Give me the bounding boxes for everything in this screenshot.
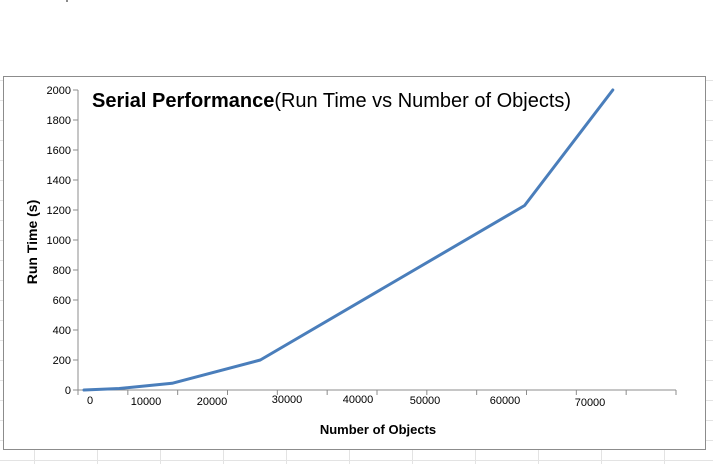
y-tick-label: 1800	[47, 115, 71, 127]
y-axis: 0 200 400 600 800 1000 1200 1400 1600 1800 2000	[47, 85, 79, 397]
y-axis-title: Run Time (s)	[24, 200, 40, 285]
y-tick-label: 1600	[47, 145, 71, 157]
x-tick-label: 60000	[490, 395, 521, 407]
x-tick-label: 70000	[575, 397, 606, 409]
x-tick-label: 10000	[131, 396, 162, 408]
x-tick-label: 30000	[272, 394, 303, 406]
y-tick-label: 1400	[47, 175, 71, 187]
y-tick-label: 600	[53, 295, 71, 307]
x-tick-label: 20000	[197, 396, 228, 408]
x-tick-label: 0	[87, 395, 93, 407]
y-tick-label: 1000	[47, 235, 71, 247]
x-tick-label: 40000	[343, 394, 374, 406]
chart-title: Serial Performance(Run Time vs Number of…	[92, 87, 571, 115]
x-axis: 0 10000 20000 30000 40000 50000 60000 70000	[77, 389, 677, 409]
chart-title-subtitle: (Run Time vs Number of Objects)	[274, 90, 572, 112]
stray-pixel-mark	[66, 0, 68, 2]
y-tick-label: 400	[53, 325, 71, 337]
y-tick-label: 0	[65, 385, 71, 397]
y-tick-label: 1200	[47, 205, 71, 217]
chart-title-main: Serial Performance	[92, 90, 275, 112]
series	[82, 88, 615, 392]
spreadsheet-top-area	[0, 0, 713, 76]
series-line	[82, 88, 615, 392]
y-tick-label: 200	[53, 355, 71, 367]
y-tick-label: 2000	[47, 85, 71, 97]
x-axis-title: Number of Objects	[320, 422, 436, 437]
x-tick-label: 50000	[410, 395, 441, 407]
y-tick-label: 800	[53, 265, 71, 277]
